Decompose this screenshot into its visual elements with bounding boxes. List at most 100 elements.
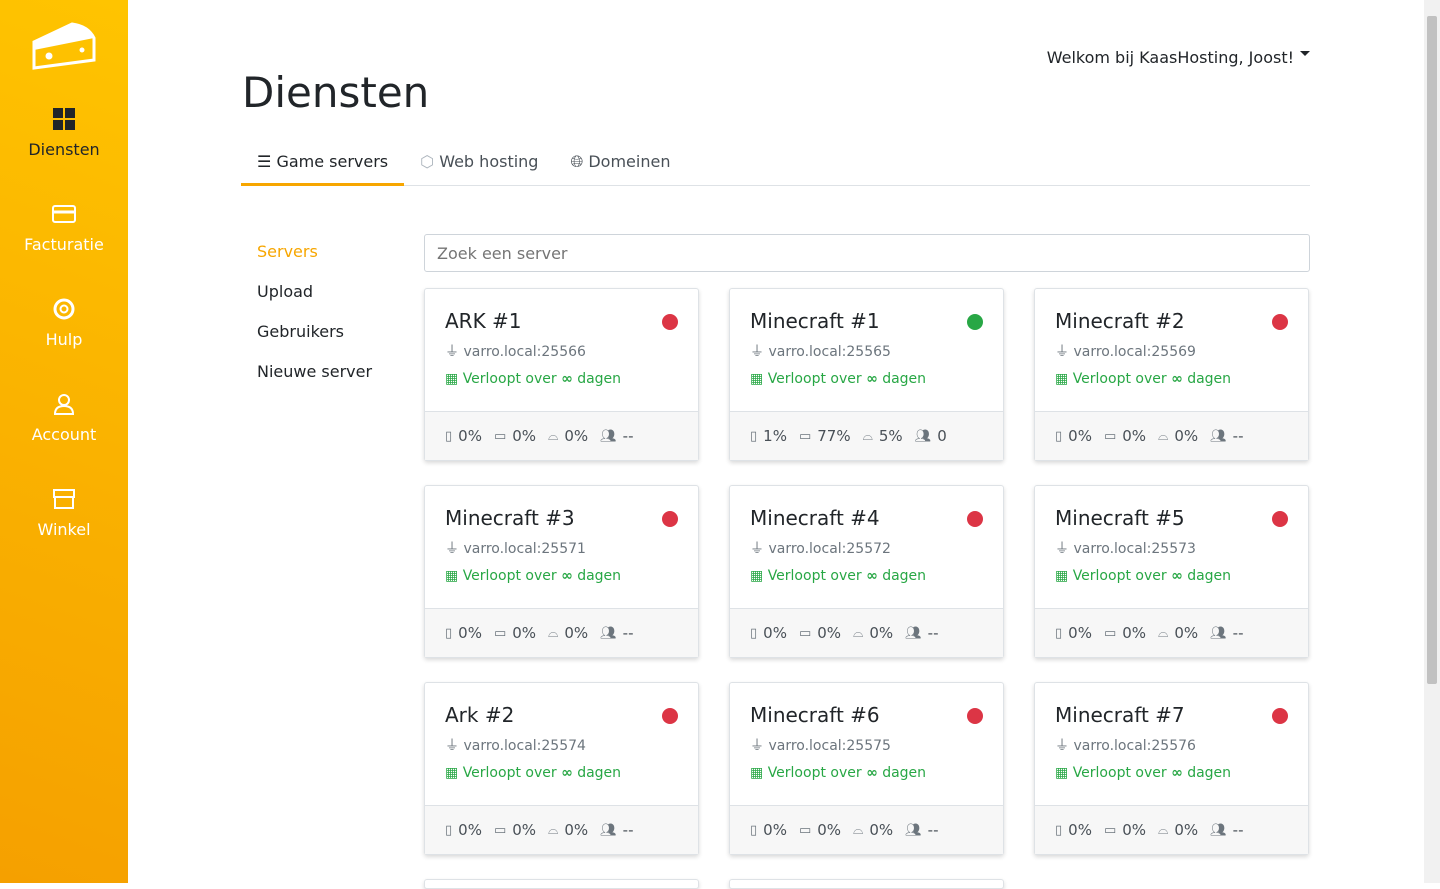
welcome-text: Welkom bij KaasHosting, Joost! <box>1046 48 1294 67</box>
cpu-icon: ▯ <box>750 625 758 641</box>
cpu-icon: ▯ <box>445 822 453 838</box>
sidebar-item-winkel[interactable]: Winkel <box>0 488 128 539</box>
users-icon: 👥︎ <box>1210 428 1227 444</box>
player-count: -- <box>622 427 634 445</box>
memory-icon: ▭ <box>493 625 507 641</box>
cpu-icon: ▯ <box>750 428 758 444</box>
memory-icon: ▭ <box>798 428 812 444</box>
server-address: varro.local:25566 <box>463 344 586 360</box>
server-card[interactable]: Minecraft #6 ⏚ varro.local:25575 ▦ Verlo… <box>729 682 1004 855</box>
expires-suffix: dagen <box>1187 765 1232 781</box>
cheese-logo-icon[interactable] <box>32 20 96 70</box>
infinity-icon: ∞ <box>561 568 573 584</box>
server-address: varro.local:25574 <box>463 738 586 754</box>
credit-card-icon <box>52 205 76 223</box>
store-icon <box>53 489 75 509</box>
globe-icon: 🌐︎ <box>570 152 589 171</box>
tab-game-servers[interactable]: ☰ Game servers <box>241 146 405 186</box>
server-card[interactable]: Minecraft #3 ⏚ varro.local:25571 ▦ Verlo… <box>424 485 699 658</box>
calendar-icon: ▦ <box>445 765 463 781</box>
scrollbar-thumb[interactable] <box>1427 16 1437 684</box>
tab-web-hosting[interactable]: ⬡ Web hosting <box>404 146 554 186</box>
cpu-icon: ▯ <box>750 822 758 838</box>
tab-label: Game servers <box>276 152 389 171</box>
caret-down-icon <box>1300 51 1310 61</box>
memory-icon: ▭ <box>493 822 507 838</box>
scrollbar[interactable] <box>1424 0 1440 883</box>
expires-prefix: Verloopt over <box>767 568 862 584</box>
plug-icon: ⏚ <box>750 344 769 360</box>
memory-icon: ▭ <box>493 428 507 444</box>
sidebar-item-facturatie[interactable]: Facturatie <box>0 203 128 254</box>
server-card[interactable] <box>729 879 1004 889</box>
calendar-icon: ▦ <box>445 568 463 584</box>
player-count: -- <box>1232 427 1244 445</box>
server-name: Minecraft #2 <box>1055 309 1185 333</box>
lifebuoy-icon <box>53 298 75 320</box>
page-title: Diensten <box>242 68 430 117</box>
cpu-usage: 0% <box>458 821 482 839</box>
infinity-icon: ∞ <box>561 765 573 781</box>
memory-icon: ▭ <box>1103 625 1117 641</box>
expires-suffix: dagen <box>577 371 622 387</box>
sidebar-item-hulp[interactable]: Hulp <box>0 298 128 349</box>
expires-suffix: dagen <box>577 765 622 781</box>
users-icon: 👥︎ <box>914 428 932 444</box>
memory-icon: ▭ <box>798 625 812 641</box>
server-card[interactable]: Minecraft #1 ⏚ varro.local:25565 ▦ Verlo… <box>729 288 1004 461</box>
player-count: -- <box>622 821 634 839</box>
cpu-usage: 0% <box>1068 427 1092 445</box>
disk-icon: ⌓ <box>1158 428 1169 444</box>
server-card[interactable] <box>424 879 699 889</box>
users-icon: 👥︎ <box>1210 625 1227 641</box>
tab-domeinen[interactable]: 🌐︎ Domeinen <box>554 146 686 186</box>
calendar-icon: ▦ <box>1055 568 1073 584</box>
sidebar-item-diensten[interactable]: Diensten <box>0 108 128 159</box>
subnav-nieuwe-server[interactable]: Nieuwe server <box>257 362 373 381</box>
expires-prefix: Verloopt over <box>462 765 557 781</box>
plug-icon: ⏚ <box>1055 541 1074 557</box>
disk-icon: ⌓ <box>853 625 864 641</box>
disk-icon: ⌓ <box>1158 625 1169 641</box>
server-card[interactable]: Minecraft #4 ⏚ varro.local:25572 ▦ Verlo… <box>729 485 1004 658</box>
cpu-usage: 1% <box>763 427 787 445</box>
subnav-servers[interactable]: Servers <box>257 242 318 261</box>
status-indicator <box>662 511 678 527</box>
server-card[interactable]: Ark #2 ⏚ varro.local:25574 ▦ Verloopt ov… <box>424 682 699 855</box>
expires-prefix: Verloopt over <box>767 765 862 781</box>
server-name: Ark #2 <box>445 703 515 727</box>
subnav-gebruikers[interactable]: Gebruikers <box>257 322 345 341</box>
server-card[interactable]: Minecraft #5 ⏚ varro.local:25573 ▦ Verlo… <box>1034 485 1309 658</box>
server-address: varro.local:25576 <box>1073 738 1196 754</box>
users-icon: 👥︎ <box>600 428 617 444</box>
cpu-usage: 0% <box>458 427 482 445</box>
plug-icon: ⏚ <box>445 344 464 360</box>
disk-icon: ⌓ <box>548 625 559 641</box>
ram-usage: 0% <box>817 624 842 642</box>
server-address: varro.local:25569 <box>1073 344 1196 360</box>
sidebar-item-label: Winkel <box>37 520 91 539</box>
server-card[interactable]: Minecraft #2 ⏚ varro.local:25569 ▦ Verlo… <box>1034 288 1309 461</box>
server-address: varro.local:25573 <box>1073 541 1196 557</box>
tab-label: Web hosting <box>439 152 539 171</box>
server-icon: ☰ <box>257 152 277 171</box>
subnav-upload[interactable]: Upload <box>257 282 314 301</box>
player-count: -- <box>1232 624 1244 642</box>
grid-icon <box>53 108 75 130</box>
disk-usage: 0% <box>869 624 894 642</box>
infinity-icon: ∞ <box>561 371 573 387</box>
disk-usage: 0% <box>1174 624 1199 642</box>
search-input[interactable] <box>424 234 1310 272</box>
ram-usage: 0% <box>512 624 537 642</box>
server-card[interactable]: ARK #1 ⏚ varro.local:25566 ▦ Verloopt ov… <box>424 288 699 461</box>
user-menu[interactable]: Welkom bij KaasHosting, Joost! <box>1047 48 1310 67</box>
infinity-icon: ∞ <box>1171 568 1183 584</box>
server-card[interactable]: Minecraft #7 ⏚ varro.local:25576 ▦ Verlo… <box>1034 682 1309 855</box>
cpu-usage: 0% <box>1068 821 1092 839</box>
cpu-usage: 0% <box>458 624 482 642</box>
expires-suffix: dagen <box>1187 568 1232 584</box>
sidebar-item-account[interactable]: Account <box>0 393 128 444</box>
network-icon: ⬡ <box>420 152 440 171</box>
disk-usage: 0% <box>1174 427 1199 445</box>
expires-prefix: Verloopt over <box>1072 568 1167 584</box>
